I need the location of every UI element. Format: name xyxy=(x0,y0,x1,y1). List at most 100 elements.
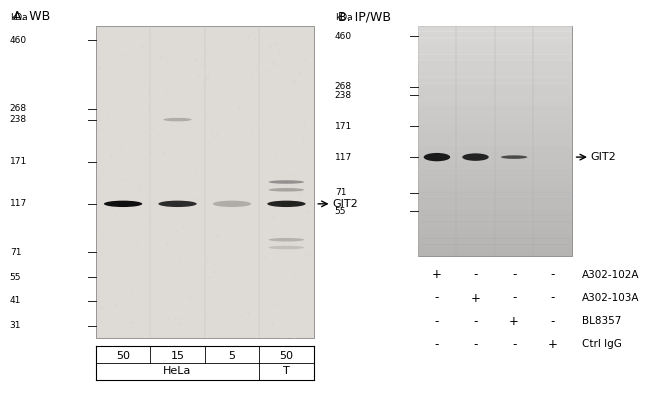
Bar xyxy=(417,186,572,193)
Text: -: - xyxy=(551,315,555,328)
Ellipse shape xyxy=(268,238,304,242)
Text: 71: 71 xyxy=(335,188,346,197)
Text: 171: 171 xyxy=(335,122,352,130)
Text: 460: 460 xyxy=(335,32,352,41)
Text: -: - xyxy=(512,338,516,351)
Bar xyxy=(417,192,572,198)
Text: GIT2: GIT2 xyxy=(332,199,358,209)
Bar xyxy=(417,54,572,60)
Ellipse shape xyxy=(159,201,197,207)
Bar xyxy=(417,210,572,216)
Ellipse shape xyxy=(501,155,527,159)
Text: GIT2: GIT2 xyxy=(591,152,617,162)
Bar xyxy=(417,48,572,55)
Bar xyxy=(417,37,572,43)
Bar xyxy=(417,60,572,66)
Text: A302-103A: A302-103A xyxy=(582,293,639,303)
Text: 50: 50 xyxy=(280,350,293,360)
Text: 238: 238 xyxy=(335,90,352,100)
Text: A. WB: A. WB xyxy=(13,10,50,23)
Ellipse shape xyxy=(268,180,304,184)
Ellipse shape xyxy=(268,246,304,249)
Ellipse shape xyxy=(462,153,489,161)
Bar xyxy=(417,198,572,204)
Bar xyxy=(417,152,572,158)
Text: 55: 55 xyxy=(335,207,346,216)
Bar xyxy=(417,26,572,32)
Text: T: T xyxy=(283,366,290,376)
Ellipse shape xyxy=(424,153,450,161)
Bar xyxy=(417,181,572,187)
Bar xyxy=(417,227,572,233)
Text: -: - xyxy=(473,315,478,328)
Bar xyxy=(417,129,572,135)
Text: 268: 268 xyxy=(10,104,27,113)
Text: -: - xyxy=(435,338,439,351)
Bar xyxy=(417,72,572,78)
Bar xyxy=(417,244,572,250)
Bar xyxy=(417,31,572,38)
Text: +: + xyxy=(471,292,480,304)
Text: 171: 171 xyxy=(10,157,27,166)
Text: HeLa: HeLa xyxy=(163,366,192,376)
Text: kDa: kDa xyxy=(10,13,27,22)
Bar xyxy=(417,146,572,152)
Bar xyxy=(417,141,572,147)
Text: -: - xyxy=(473,338,478,351)
Text: -: - xyxy=(473,268,478,281)
Text: -: - xyxy=(551,292,555,304)
Bar xyxy=(417,83,572,89)
Bar xyxy=(417,164,572,170)
Text: 41: 41 xyxy=(10,296,21,305)
Text: -: - xyxy=(435,292,439,304)
Bar xyxy=(417,158,572,164)
Ellipse shape xyxy=(104,201,142,207)
Text: -: - xyxy=(551,268,555,281)
Text: -: - xyxy=(435,315,439,328)
Ellipse shape xyxy=(267,201,306,207)
Ellipse shape xyxy=(213,201,251,207)
Text: B. IP/WB: B. IP/WB xyxy=(338,10,391,23)
Bar xyxy=(417,123,572,130)
Text: 50: 50 xyxy=(116,350,130,360)
Ellipse shape xyxy=(268,188,304,192)
Bar xyxy=(417,112,572,118)
Text: +: + xyxy=(548,338,558,351)
Text: 117: 117 xyxy=(10,199,27,208)
Text: +: + xyxy=(432,268,442,281)
Bar xyxy=(417,175,572,181)
Bar xyxy=(417,135,572,141)
Text: Ctrl IgG: Ctrl IgG xyxy=(582,339,621,350)
Bar xyxy=(417,238,572,244)
Bar xyxy=(417,118,572,124)
Text: A302-102A: A302-102A xyxy=(582,270,639,280)
Text: 15: 15 xyxy=(170,350,185,360)
Text: -: - xyxy=(512,292,516,304)
Text: 55: 55 xyxy=(10,273,21,282)
Bar xyxy=(96,26,313,338)
Bar xyxy=(417,204,572,210)
Text: 71: 71 xyxy=(10,248,21,257)
Bar xyxy=(417,221,572,227)
Text: BL8357: BL8357 xyxy=(582,316,621,326)
Text: +: + xyxy=(509,315,519,328)
Bar xyxy=(417,232,572,239)
Text: 117: 117 xyxy=(335,152,352,162)
Bar xyxy=(417,94,572,101)
Bar xyxy=(417,43,572,49)
Bar xyxy=(417,77,572,84)
Bar xyxy=(417,169,572,176)
Text: 460: 460 xyxy=(10,36,27,44)
Text: -: - xyxy=(512,268,516,281)
Text: 238: 238 xyxy=(10,115,27,124)
Bar xyxy=(417,215,572,222)
Text: kDa: kDa xyxy=(335,13,352,22)
Text: 31: 31 xyxy=(10,321,21,330)
Ellipse shape xyxy=(163,118,192,121)
Text: 5: 5 xyxy=(228,350,235,360)
Bar xyxy=(417,106,572,112)
Bar xyxy=(417,66,572,72)
Bar xyxy=(417,100,572,106)
Bar xyxy=(417,89,572,95)
Bar xyxy=(417,26,572,256)
